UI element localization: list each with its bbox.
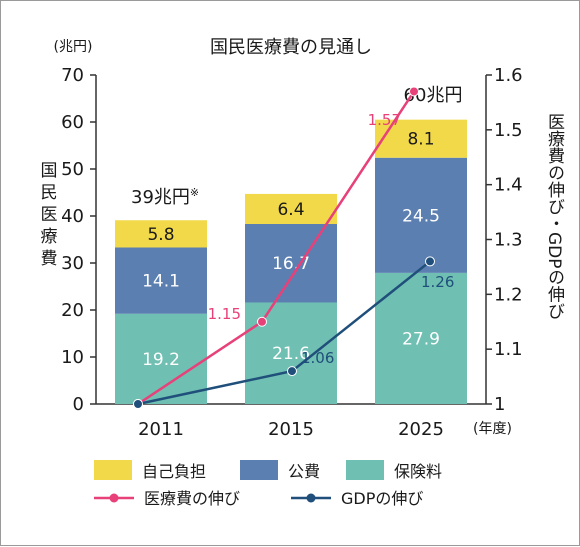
left-axis: 0 10 20 30 40 50 60 70 2011 2015 2025	[61, 65, 486, 440]
right-axis-label-text: 医療費の伸び・GDPの伸び	[544, 113, 565, 320]
total-note: ※	[190, 186, 199, 199]
left-tick-label: 60	[61, 112, 84, 133]
legend-swatch	[94, 460, 132, 480]
legend-swatch	[240, 460, 278, 480]
right-tick-label: 1.2	[494, 284, 523, 305]
bar-segment	[245, 223, 337, 303]
legend-marker	[109, 493, 119, 503]
right-tick-label: 1.6	[494, 65, 523, 86]
bar-segment	[375, 157, 467, 273]
bar-total-label: 39兆円※	[131, 186, 199, 208]
bar-value-label: 27.9	[402, 329, 440, 349]
x-axis-unit: (年度)	[473, 421, 512, 437]
left-axis-label-char: 民	[41, 183, 58, 203]
left-tick-label: 20	[61, 300, 84, 321]
line-point	[133, 399, 143, 409]
line-value-label: 1.06	[301, 349, 334, 367]
left-tick-label: 50	[61, 159, 84, 180]
bar-value-label: 19.2	[142, 350, 180, 370]
left-axis-label-char: 費	[41, 249, 58, 269]
legend-label: 自己負担	[142, 462, 206, 481]
category-label: 2015	[268, 419, 314, 440]
legend-label: 医療費の伸び	[144, 489, 240, 508]
legend-label: GDPの伸び	[341, 489, 423, 508]
left-tick-label: 0	[73, 394, 84, 415]
bar-segment	[245, 193, 337, 224]
bar-series: 19.214.15.821.616.76.427.924.58.139兆円※60…	[115, 85, 467, 404]
line-value-label: 1.26	[421, 273, 454, 291]
category-label: 2011	[138, 419, 184, 440]
bar-value-label: 24.5	[402, 206, 440, 226]
bar-value-label: 6.4	[277, 200, 304, 220]
legend-label: 保険料	[394, 462, 442, 481]
legend-label: 公費	[288, 462, 320, 481]
right-axis-label: 医療費の伸び・GDPの伸び	[544, 113, 565, 320]
chart-title: 国民医療費の見通し	[210, 37, 372, 58]
left-tick-label: 30	[61, 253, 84, 274]
right-tick-label: 1.3	[494, 230, 523, 251]
total-value: 39兆円	[131, 187, 190, 208]
bar-value-label: 8.1	[407, 130, 434, 150]
line-point	[287, 366, 297, 377]
left-tick-label: 10	[61, 347, 84, 368]
line-point	[425, 256, 435, 267]
left-axis-label-char: 医	[41, 205, 58, 225]
right-tick-label: 1.5	[494, 120, 523, 141]
bar-value-label: 5.8	[147, 225, 174, 245]
line-value-label: 1.15	[208, 305, 241, 323]
right-tick-label: 1.1	[494, 339, 523, 360]
bar-value-label: 14.1	[142, 272, 180, 292]
left-tick-label: 40	[61, 206, 84, 227]
line-series: 1.15 1.57 1.06 1.26	[133, 86, 454, 409]
bar-value-label: 16.7	[272, 254, 310, 274]
bar-value-label: 21.6	[272, 344, 310, 364]
category-label: 2025	[398, 419, 444, 440]
legend-marker	[306, 493, 316, 503]
line-point	[257, 316, 267, 327]
left-axis-unit: (兆円)	[54, 39, 93, 55]
left-axis-label-char: 国	[41, 161, 58, 181]
right-tick-label: 1.4	[494, 175, 523, 196]
left-axis-label: 国民医療費国民医療費	[41, 161, 58, 269]
bar-segment	[115, 220, 207, 248]
line-point	[409, 86, 419, 97]
line-value-label: 1.57	[368, 111, 401, 129]
right-axis: 1 1.1 1.2 1.3 1.4 1.5 1.6	[485, 65, 523, 415]
legend-swatch	[346, 460, 384, 480]
left-tick-label: 70	[61, 65, 84, 86]
right-tick-label: 1	[494, 394, 505, 415]
bar-segment	[375, 272, 467, 404]
bar-segment	[115, 247, 207, 314]
left-axis-label-char: 療	[41, 227, 58, 247]
